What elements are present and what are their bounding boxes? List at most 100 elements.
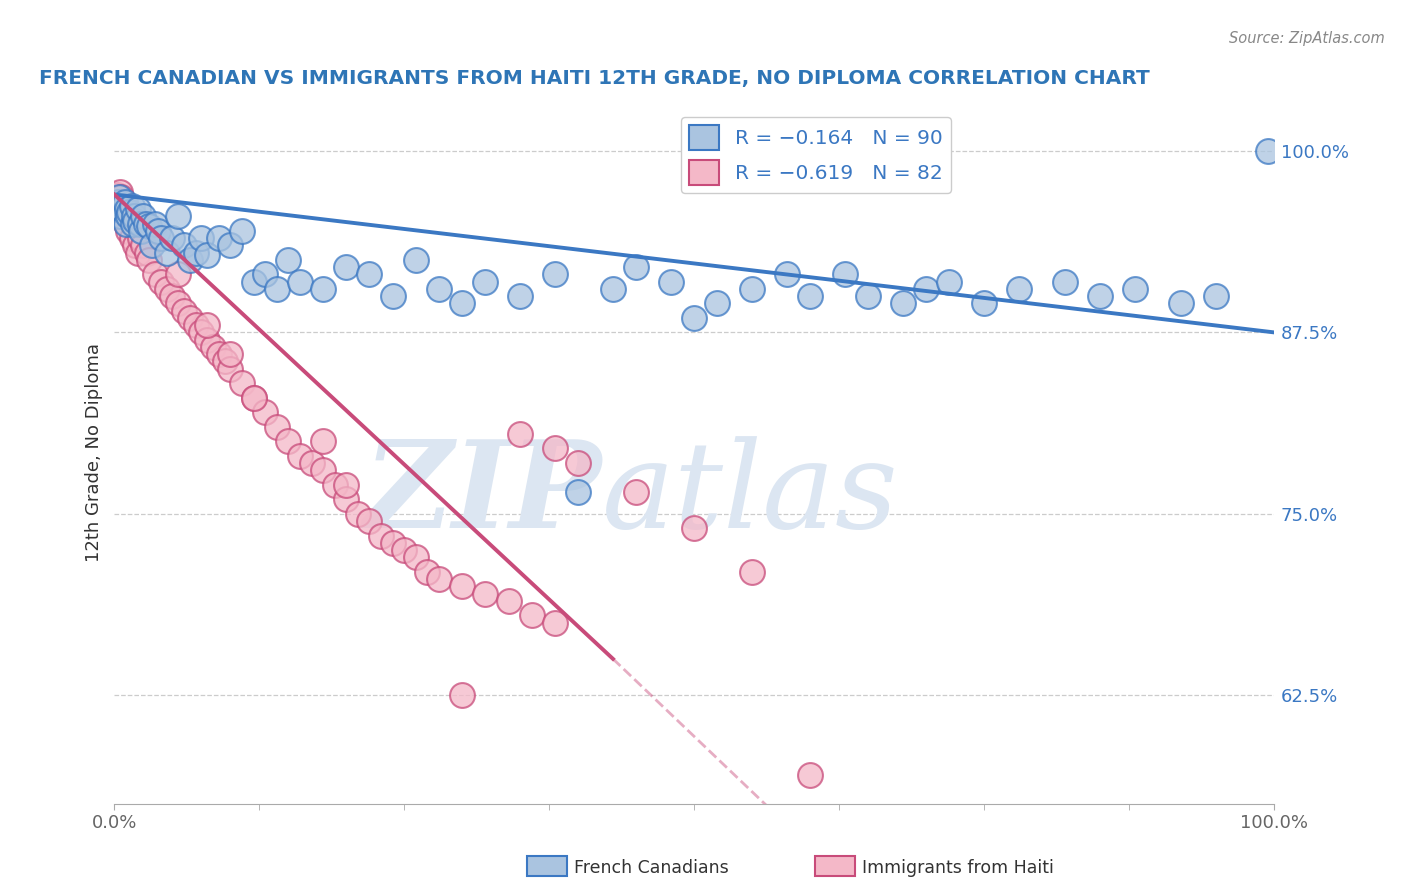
Point [138, 219, 160, 234]
Point [195, 318, 218, 332]
Point [451, 296, 474, 310]
Point [474, 586, 496, 600]
Point [741, 565, 763, 579]
Point [122, 209, 145, 223]
Point [112, 209, 135, 223]
Point [242, 391, 264, 405]
Point [567, 456, 589, 470]
Point [111, 199, 134, 213]
Point [776, 268, 799, 282]
Point [659, 275, 682, 289]
Point [110, 202, 132, 216]
Legend: R = −0.164   N = 90, R = −0.619   N = 82: R = −0.164 N = 90, R = −0.619 N = 82 [681, 117, 950, 193]
Point [359, 514, 381, 528]
Point [242, 275, 264, 289]
Point [1088, 289, 1111, 303]
Text: Source: ZipAtlas.com: Source: ZipAtlas.com [1229, 31, 1385, 46]
Point [184, 318, 207, 332]
Text: French Canadians: French Canadians [574, 859, 728, 877]
Point [451, 688, 474, 702]
Point [231, 376, 253, 391]
Point [141, 238, 163, 252]
Point [405, 550, 427, 565]
Point [799, 768, 821, 782]
Point [115, 217, 138, 231]
Point [108, 185, 131, 199]
Point [938, 275, 960, 289]
Point [112, 205, 135, 219]
Point [335, 260, 357, 274]
Point [173, 238, 195, 252]
Point [323, 477, 346, 491]
Point [121, 231, 143, 245]
Point [1054, 275, 1077, 289]
Point [544, 442, 567, 456]
Point [155, 245, 177, 260]
Point [201, 340, 224, 354]
Point [124, 238, 146, 252]
Point [208, 347, 231, 361]
Point [683, 310, 706, 325]
Point [108, 209, 131, 223]
Point [108, 190, 131, 204]
Point [427, 572, 450, 586]
Point [122, 217, 145, 231]
Point [288, 449, 311, 463]
Point [162, 289, 184, 303]
Point [148, 224, 170, 238]
Point [624, 260, 647, 274]
Point [127, 202, 149, 216]
Point [214, 354, 236, 368]
Point [114, 194, 136, 209]
Point [190, 231, 212, 245]
Point [544, 615, 567, 630]
Point [520, 608, 543, 623]
Point [143, 268, 166, 282]
Point [474, 275, 496, 289]
Point [1257, 144, 1279, 158]
Point [107, 194, 129, 209]
Point [219, 238, 242, 252]
Point [1205, 289, 1227, 303]
Point [184, 245, 207, 260]
Point [110, 190, 132, 204]
Point [179, 252, 201, 267]
Point [124, 213, 146, 227]
Point [132, 238, 155, 252]
Point [834, 268, 856, 282]
Point [208, 231, 231, 245]
Point [195, 248, 218, 262]
Point [219, 347, 242, 361]
Point [219, 361, 242, 376]
Point [359, 268, 381, 282]
Point [129, 231, 152, 245]
Point [135, 245, 157, 260]
Point [129, 224, 152, 238]
Point [509, 426, 531, 441]
Point [624, 485, 647, 500]
Point [973, 296, 995, 310]
Point [115, 202, 138, 216]
Point [162, 231, 184, 245]
Point [149, 275, 172, 289]
Point [1123, 282, 1146, 296]
Text: ZIP: ZIP [363, 435, 602, 554]
Point [254, 268, 277, 282]
Point [167, 268, 190, 282]
Point [231, 224, 253, 238]
Text: atlas: atlas [602, 435, 898, 553]
Text: Immigrants from Haiti: Immigrants from Haiti [862, 859, 1053, 877]
Point [117, 209, 139, 223]
Point [173, 303, 195, 318]
Point [118, 205, 141, 219]
Point [117, 224, 139, 238]
Point [381, 289, 404, 303]
Point [706, 296, 728, 310]
Point [121, 199, 143, 213]
Point [111, 202, 134, 216]
Point [1170, 296, 1192, 310]
Point [405, 252, 427, 267]
Point [108, 194, 131, 209]
Point [856, 289, 879, 303]
Point [277, 252, 299, 267]
